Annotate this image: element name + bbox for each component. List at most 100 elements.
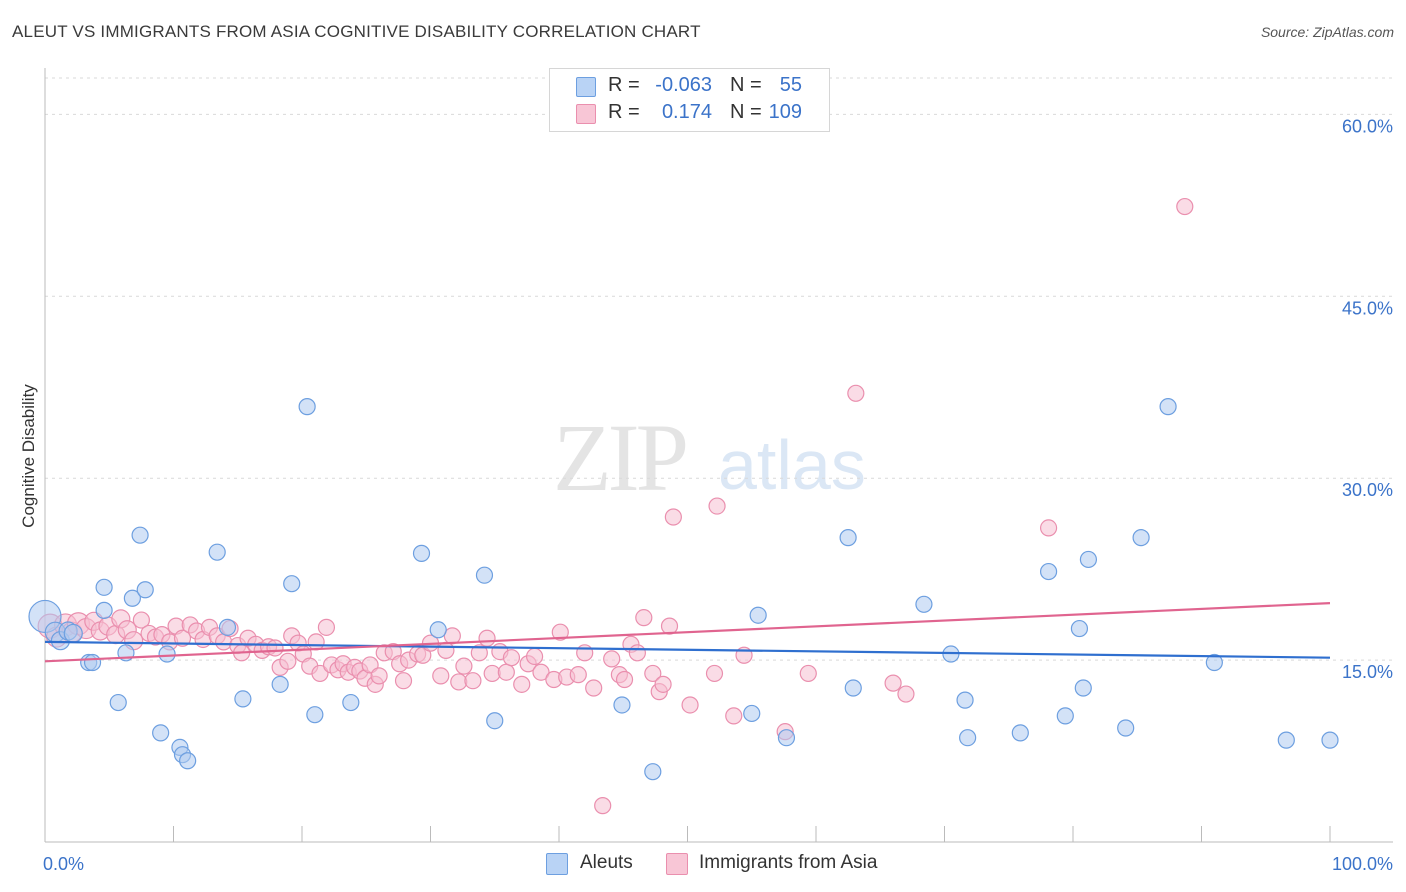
aleuts-point xyxy=(208,543,226,561)
legend-n-value: 55 xyxy=(779,74,802,96)
x-tick-label-max: 100.0% xyxy=(1332,854,1393,874)
immigrants-point xyxy=(847,384,865,402)
immigrants-point xyxy=(635,609,653,627)
aleuts-point xyxy=(234,690,252,708)
immigrants-point xyxy=(317,618,336,636)
y-tick-label: 45.0% xyxy=(1342,298,1393,318)
legend-r-value: -0.063 xyxy=(655,74,712,96)
aleuts-point xyxy=(956,691,974,709)
aleuts-point xyxy=(158,645,176,663)
y-tick-label: 30.0% xyxy=(1342,480,1393,500)
aleuts-point xyxy=(844,679,862,697)
bottom-legend-swatch-aleuts xyxy=(546,853,568,875)
immigrants-point xyxy=(615,670,634,689)
immigrants-point xyxy=(576,644,594,662)
aleuts-point xyxy=(1011,724,1029,742)
aleuts-point xyxy=(429,621,447,639)
immigrants-point xyxy=(705,664,724,683)
immigrants-point xyxy=(370,667,388,685)
aleuts-point xyxy=(1039,562,1058,581)
immigrants-point xyxy=(551,623,569,641)
bottom-legend-aleuts: Aleuts xyxy=(546,852,646,878)
immigrants-point xyxy=(450,673,468,691)
watermark-atlas: atlas xyxy=(718,426,866,504)
trend-lines xyxy=(44,601,1331,663)
legend-row-immigrants: R = 0.174 N = 109 xyxy=(550,101,829,127)
legend-n-label: N = xyxy=(730,101,762,123)
immigrants-point xyxy=(532,663,550,681)
immigrants-point xyxy=(681,696,699,714)
aleuts-point xyxy=(644,763,662,781)
immigrants-point xyxy=(897,685,915,703)
immigrants-point xyxy=(628,644,646,662)
aleuts-point xyxy=(218,618,237,636)
axes xyxy=(44,68,1393,843)
y-axis-label: Cognitive Disability xyxy=(19,384,38,528)
immigrants-point xyxy=(394,672,413,690)
legend-swatch-immigrants xyxy=(576,104,596,124)
immigrants-point xyxy=(884,674,902,692)
aleuts-point xyxy=(179,752,197,770)
series-aleuts-points xyxy=(28,398,1339,781)
aleuts-point xyxy=(342,693,360,712)
immigrants-point xyxy=(502,649,521,667)
aleuts-point xyxy=(83,653,102,672)
immigrants-point xyxy=(455,657,473,675)
immigrants-point xyxy=(279,652,297,670)
aleuts-point xyxy=(109,693,127,712)
bottom-legend-label-immigrants: Immigrants from Asia xyxy=(699,852,878,873)
bottom-legend-label-aleuts: Aleuts xyxy=(580,852,633,873)
bottom-legend-immigrants: Immigrants from Asia xyxy=(666,852,906,878)
aleuts-point xyxy=(959,729,977,747)
aleuts-point xyxy=(95,601,113,619)
y-tick-label: 15.0% xyxy=(1342,662,1393,682)
legend-r-value: 0.174 xyxy=(661,101,712,123)
aleuts-point xyxy=(1159,398,1177,416)
chart-title: ALEUT VS IMMIGRANTS FROM ASIA COGNITIVE … xyxy=(12,22,701,41)
immigrants-point xyxy=(585,679,603,697)
aleuts-point xyxy=(152,724,170,742)
bottom-legend-swatch-immigrants xyxy=(666,853,688,875)
immigrants-point xyxy=(654,675,672,693)
aleuts-point xyxy=(63,623,83,644)
immigrants-point xyxy=(497,663,515,681)
aleuts-point xyxy=(1205,653,1223,672)
aleuts-point xyxy=(1277,731,1295,749)
immigrants-point xyxy=(660,617,679,635)
series-immigrants-points xyxy=(37,197,1194,815)
aleuts-point xyxy=(1079,550,1098,569)
legend-n-value: 109 xyxy=(768,101,802,123)
grid-lines xyxy=(45,77,1393,661)
immigrants-point xyxy=(478,629,496,647)
aleuts-point xyxy=(475,566,494,584)
aleuts-point xyxy=(1321,731,1339,749)
aleuts-point xyxy=(613,696,631,714)
aleuts-point xyxy=(306,706,324,724)
immigrants-point xyxy=(1039,519,1058,537)
legend-n-label: N = xyxy=(730,74,762,96)
immigrants-point xyxy=(470,644,488,662)
aleuts-point xyxy=(136,581,154,599)
immigrants-point xyxy=(307,633,325,651)
immigrants-point xyxy=(799,664,817,683)
immigrants-point xyxy=(173,629,192,647)
immigrants-point xyxy=(311,664,329,683)
immigrants-point xyxy=(644,664,662,683)
immigrants-point xyxy=(437,641,455,659)
immigrants-point xyxy=(513,675,531,693)
immigrants-point xyxy=(432,667,450,685)
aleuts-point xyxy=(839,529,857,547)
watermark-zip: ZIP xyxy=(553,404,689,511)
y-tick-label: 60.0% xyxy=(1342,116,1393,136)
aleuts-point xyxy=(131,526,149,544)
aleuts-trend-line xyxy=(44,640,1331,659)
aleuts-point xyxy=(123,589,141,607)
tick-labels: 15.0% 30.0% 45.0% 60.0% 0.0% 100.0% xyxy=(43,116,1393,874)
legend-box: R = -0.063 N = 55 R = 0.174 N = 109 xyxy=(549,68,830,132)
immigrants-point xyxy=(266,639,284,657)
immigrants-point xyxy=(664,508,682,526)
immigrants-point xyxy=(594,797,612,815)
immigrants-point xyxy=(464,672,482,690)
immigrants-point xyxy=(483,664,501,683)
